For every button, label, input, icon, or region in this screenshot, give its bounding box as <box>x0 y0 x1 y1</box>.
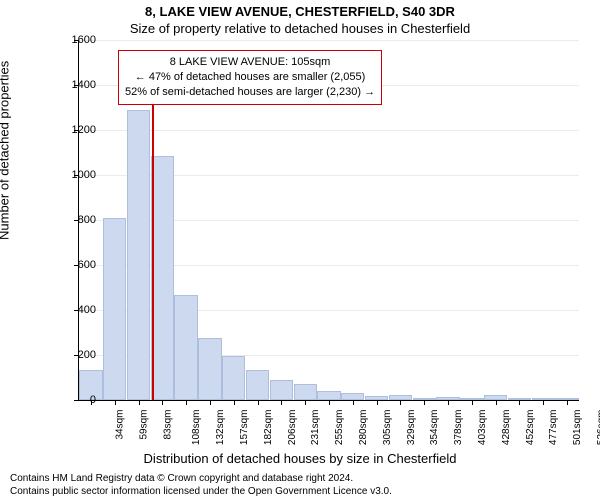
x-tick-label: 231sqm <box>310 410 321 446</box>
x-tick-mark <box>115 400 116 405</box>
x-tick-label: 34sqm <box>114 410 125 440</box>
x-tick-label: 526sqm <box>596 410 600 446</box>
x-tick-mark <box>519 400 520 405</box>
histogram-bar <box>341 393 364 400</box>
x-tick-mark <box>353 400 354 405</box>
x-tick-mark <box>472 400 473 405</box>
x-tick-label: 83sqm <box>162 410 173 440</box>
x-tick-mark <box>186 400 187 405</box>
histogram-bar <box>127 110 150 400</box>
x-tick-mark <box>139 400 140 405</box>
histogram-bar <box>174 295 197 400</box>
x-tick-label: 132sqm <box>215 410 226 446</box>
annotation-box: 8 LAKE VIEW AVENUE: 105sqm← 47% of detac… <box>118 50 382 105</box>
histogram-bar <box>270 380 293 400</box>
y-tick-label: 800 <box>36 214 96 226</box>
histogram-bar <box>222 356 245 400</box>
x-tick-mark <box>567 400 568 405</box>
y-tick-label: 1200 <box>36 124 96 136</box>
x-tick-mark <box>258 400 259 405</box>
x-tick-label: 452sqm <box>525 410 536 446</box>
x-tick-label: 305sqm <box>382 410 393 446</box>
x-tick-mark <box>281 400 282 405</box>
histogram-bar <box>103 218 126 400</box>
x-tick-label: 354sqm <box>430 410 441 446</box>
property-marker-line <box>152 63 154 401</box>
x-tick-mark <box>305 400 306 405</box>
histogram-bar <box>294 384 317 400</box>
credits-line-2: Contains public sector information licen… <box>10 486 590 499</box>
x-tick-label: 157sqm <box>239 410 250 446</box>
y-tick-label: 1600 <box>36 34 96 46</box>
x-tick-label: 255sqm <box>334 410 345 446</box>
x-tick-label: 59sqm <box>138 410 149 440</box>
histogram-bar <box>198 338 221 400</box>
annotation-line3: 52% of semi-detached houses are larger (… <box>125 85 375 100</box>
x-tick-label: 378sqm <box>453 410 464 446</box>
y-axis-label: Number of detached properties <box>0 61 12 240</box>
x-tick-mark <box>377 400 378 405</box>
x-tick-label: 403sqm <box>477 410 488 446</box>
y-tick-label: 400 <box>36 304 96 316</box>
histogram-bar <box>246 370 269 400</box>
x-tick-label: 280sqm <box>358 410 369 446</box>
credits-text: Contains HM Land Registry data © Crown c… <box>10 473 590 498</box>
x-axis-label: Distribution of detached houses by size … <box>0 451 600 466</box>
x-tick-label: 428sqm <box>501 410 512 446</box>
x-tick-mark <box>162 400 163 405</box>
histogram-bar <box>317 391 340 400</box>
x-tick-label: 477sqm <box>549 410 560 446</box>
y-tick-label: 1400 <box>36 79 96 91</box>
y-tick-label: 0 <box>36 394 96 406</box>
y-tick-label: 200 <box>36 349 96 361</box>
x-tick-mark <box>234 400 235 405</box>
credits-line-1: Contains HM Land Registry data © Crown c… <box>10 473 590 486</box>
x-tick-label: 182sqm <box>263 410 274 446</box>
x-tick-mark <box>329 400 330 405</box>
x-tick-mark <box>210 400 211 405</box>
x-tick-mark <box>496 400 497 405</box>
x-tick-label: 501sqm <box>572 410 583 446</box>
x-tick-mark <box>400 400 401 405</box>
gridline <box>79 40 579 41</box>
annotation-line2: ← 47% of detached houses are smaller (2,… <box>125 70 375 85</box>
annotation-line1: 8 LAKE VIEW AVENUE: 105sqm <box>125 55 375 70</box>
x-tick-label: 206sqm <box>287 410 298 446</box>
x-tick-mark <box>543 400 544 405</box>
y-tick-label: 600 <box>36 259 96 271</box>
histogram-bar <box>151 156 174 400</box>
y-tick-label: 1000 <box>36 169 96 181</box>
chart-address-title: 8, LAKE VIEW AVENUE, CHESTERFIELD, S40 3… <box>0 4 600 19</box>
x-tick-label: 329sqm <box>406 410 417 446</box>
x-tick-label: 108sqm <box>191 410 202 446</box>
x-tick-mark <box>448 400 449 405</box>
x-tick-mark <box>424 400 425 405</box>
gridline <box>79 130 579 131</box>
